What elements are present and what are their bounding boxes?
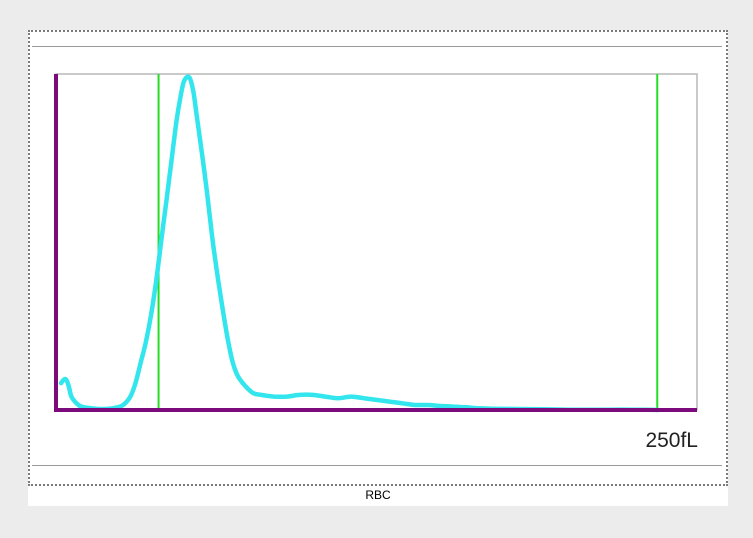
rbc-distribution-curve: [58, 74, 661, 413]
panel-inner-frame: [32, 46, 722, 466]
rbc-histogram-panel: 250fL RBC: [28, 30, 728, 506]
panel-dotted-frame: [28, 30, 728, 486]
x-axis-max-label: 250fL: [645, 429, 698, 452]
plot-frame: [55, 73, 698, 411]
chart-title: RBC: [365, 488, 391, 502]
rbc-histogram-chart: 250fL: [54, 73, 698, 452]
